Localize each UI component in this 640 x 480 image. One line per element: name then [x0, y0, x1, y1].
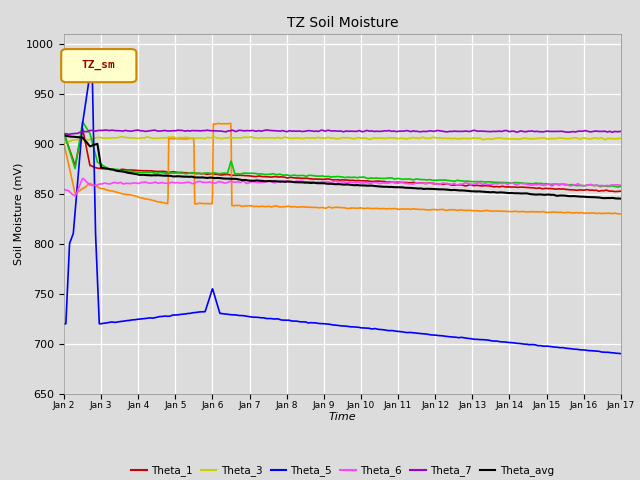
Theta_2	[318, 204, 326, 210]
Theta_7	[126, 128, 134, 134]
Theta_7	[297, 128, 305, 134]
Theta_4	[297, 173, 305, 179]
Line: Theta_7: Theta_7	[64, 130, 621, 134]
Theta_avg	[126, 170, 134, 176]
Theta_6	[71, 193, 79, 199]
Theta_3	[170, 134, 177, 140]
FancyBboxPatch shape	[61, 49, 136, 82]
Theta_6	[378, 180, 385, 186]
Theta_7	[308, 128, 316, 134]
Theta_6	[79, 176, 86, 181]
Theta_3	[126, 135, 134, 141]
Theta_5	[617, 351, 625, 357]
Theta_7	[263, 127, 271, 133]
Theta_7	[319, 127, 326, 133]
Theta_5	[104, 320, 111, 325]
Theta_2	[378, 205, 385, 211]
Line: Theta_3: Theta_3	[64, 137, 621, 143]
Text: TZ_sm: TZ_sm	[82, 60, 115, 71]
Theta_avg	[308, 180, 316, 186]
Theta_6	[60, 186, 68, 192]
Line: Theta_avg: Theta_avg	[64, 135, 621, 199]
Theta_5	[60, 321, 68, 327]
Theta_1	[297, 176, 305, 181]
Theta_avg	[318, 180, 326, 186]
Theta_avg	[617, 196, 625, 202]
Theta_4	[318, 173, 326, 179]
Theta_5	[308, 320, 316, 326]
Line: Theta_5: Theta_5	[64, 55, 621, 354]
Line: Theta_1: Theta_1	[64, 128, 621, 192]
Line: Theta_2: Theta_2	[64, 123, 621, 214]
Theta_5	[378, 327, 385, 333]
Theta_5	[126, 317, 134, 323]
Theta_4	[378, 176, 385, 181]
Theta_4	[617, 183, 625, 189]
Theta_3	[103, 135, 111, 141]
Theta_7	[60, 131, 68, 137]
Theta_2	[126, 192, 134, 198]
Theta_4	[308, 173, 316, 179]
Theta_2	[214, 120, 222, 126]
Theta_6	[617, 182, 625, 188]
Theta_2	[617, 211, 625, 217]
Theta_4	[614, 184, 621, 190]
Theta_4	[126, 168, 134, 174]
Theta_6	[319, 179, 326, 184]
Theta_3	[297, 135, 305, 141]
Theta_avg	[296, 180, 304, 185]
Theta_1	[60, 131, 68, 136]
Theta_4	[79, 119, 86, 125]
Theta_4	[60, 131, 68, 136]
Theta_5	[88, 52, 96, 58]
Theta_6	[308, 179, 316, 184]
Theta_avg	[60, 132, 68, 138]
Theta_1	[617, 188, 625, 194]
Theta_1	[378, 179, 385, 184]
Theta_6	[104, 181, 111, 187]
Theta_avg	[103, 166, 111, 171]
Theta_2	[308, 204, 316, 210]
Theta_1	[611, 189, 619, 194]
Line: Theta_4: Theta_4	[64, 122, 621, 187]
Theta_7	[65, 132, 72, 137]
Theta_7	[104, 127, 111, 133]
Theta_5	[318, 321, 326, 326]
Theta_7	[617, 129, 625, 134]
Theta_3	[308, 135, 316, 141]
Theta_4	[104, 166, 111, 171]
Theta_3	[60, 140, 68, 146]
Line: Theta_6: Theta_6	[64, 179, 621, 196]
Theta_3	[617, 135, 625, 141]
Legend: Theta_1, Theta_2, Theta_3, Theta_4, Theta_5, Theta_6, Theta_7, Theta_avg: Theta_1, Theta_2, Theta_3, Theta_4, Thet…	[127, 461, 558, 480]
Theta_2	[60, 141, 68, 147]
Theta_6	[297, 178, 305, 184]
Theta_2	[297, 204, 305, 210]
Theta_1	[318, 177, 326, 182]
Y-axis label: Soil Moisture (mV): Soil Moisture (mV)	[13, 162, 24, 265]
Theta_1	[126, 167, 134, 173]
Theta_6	[127, 181, 134, 187]
Theta_avg	[377, 184, 385, 190]
Theta_1	[104, 166, 111, 172]
Theta_7	[378, 129, 385, 134]
Theta_1	[308, 176, 316, 182]
Theta_5	[297, 319, 305, 325]
Theta_2	[103, 187, 111, 193]
Title: TZ Soil Moisture: TZ Soil Moisture	[287, 16, 398, 30]
Theta_1	[79, 125, 86, 131]
Theta_3	[378, 135, 385, 141]
X-axis label: Time: Time	[328, 412, 356, 421]
Theta_3	[318, 135, 326, 141]
